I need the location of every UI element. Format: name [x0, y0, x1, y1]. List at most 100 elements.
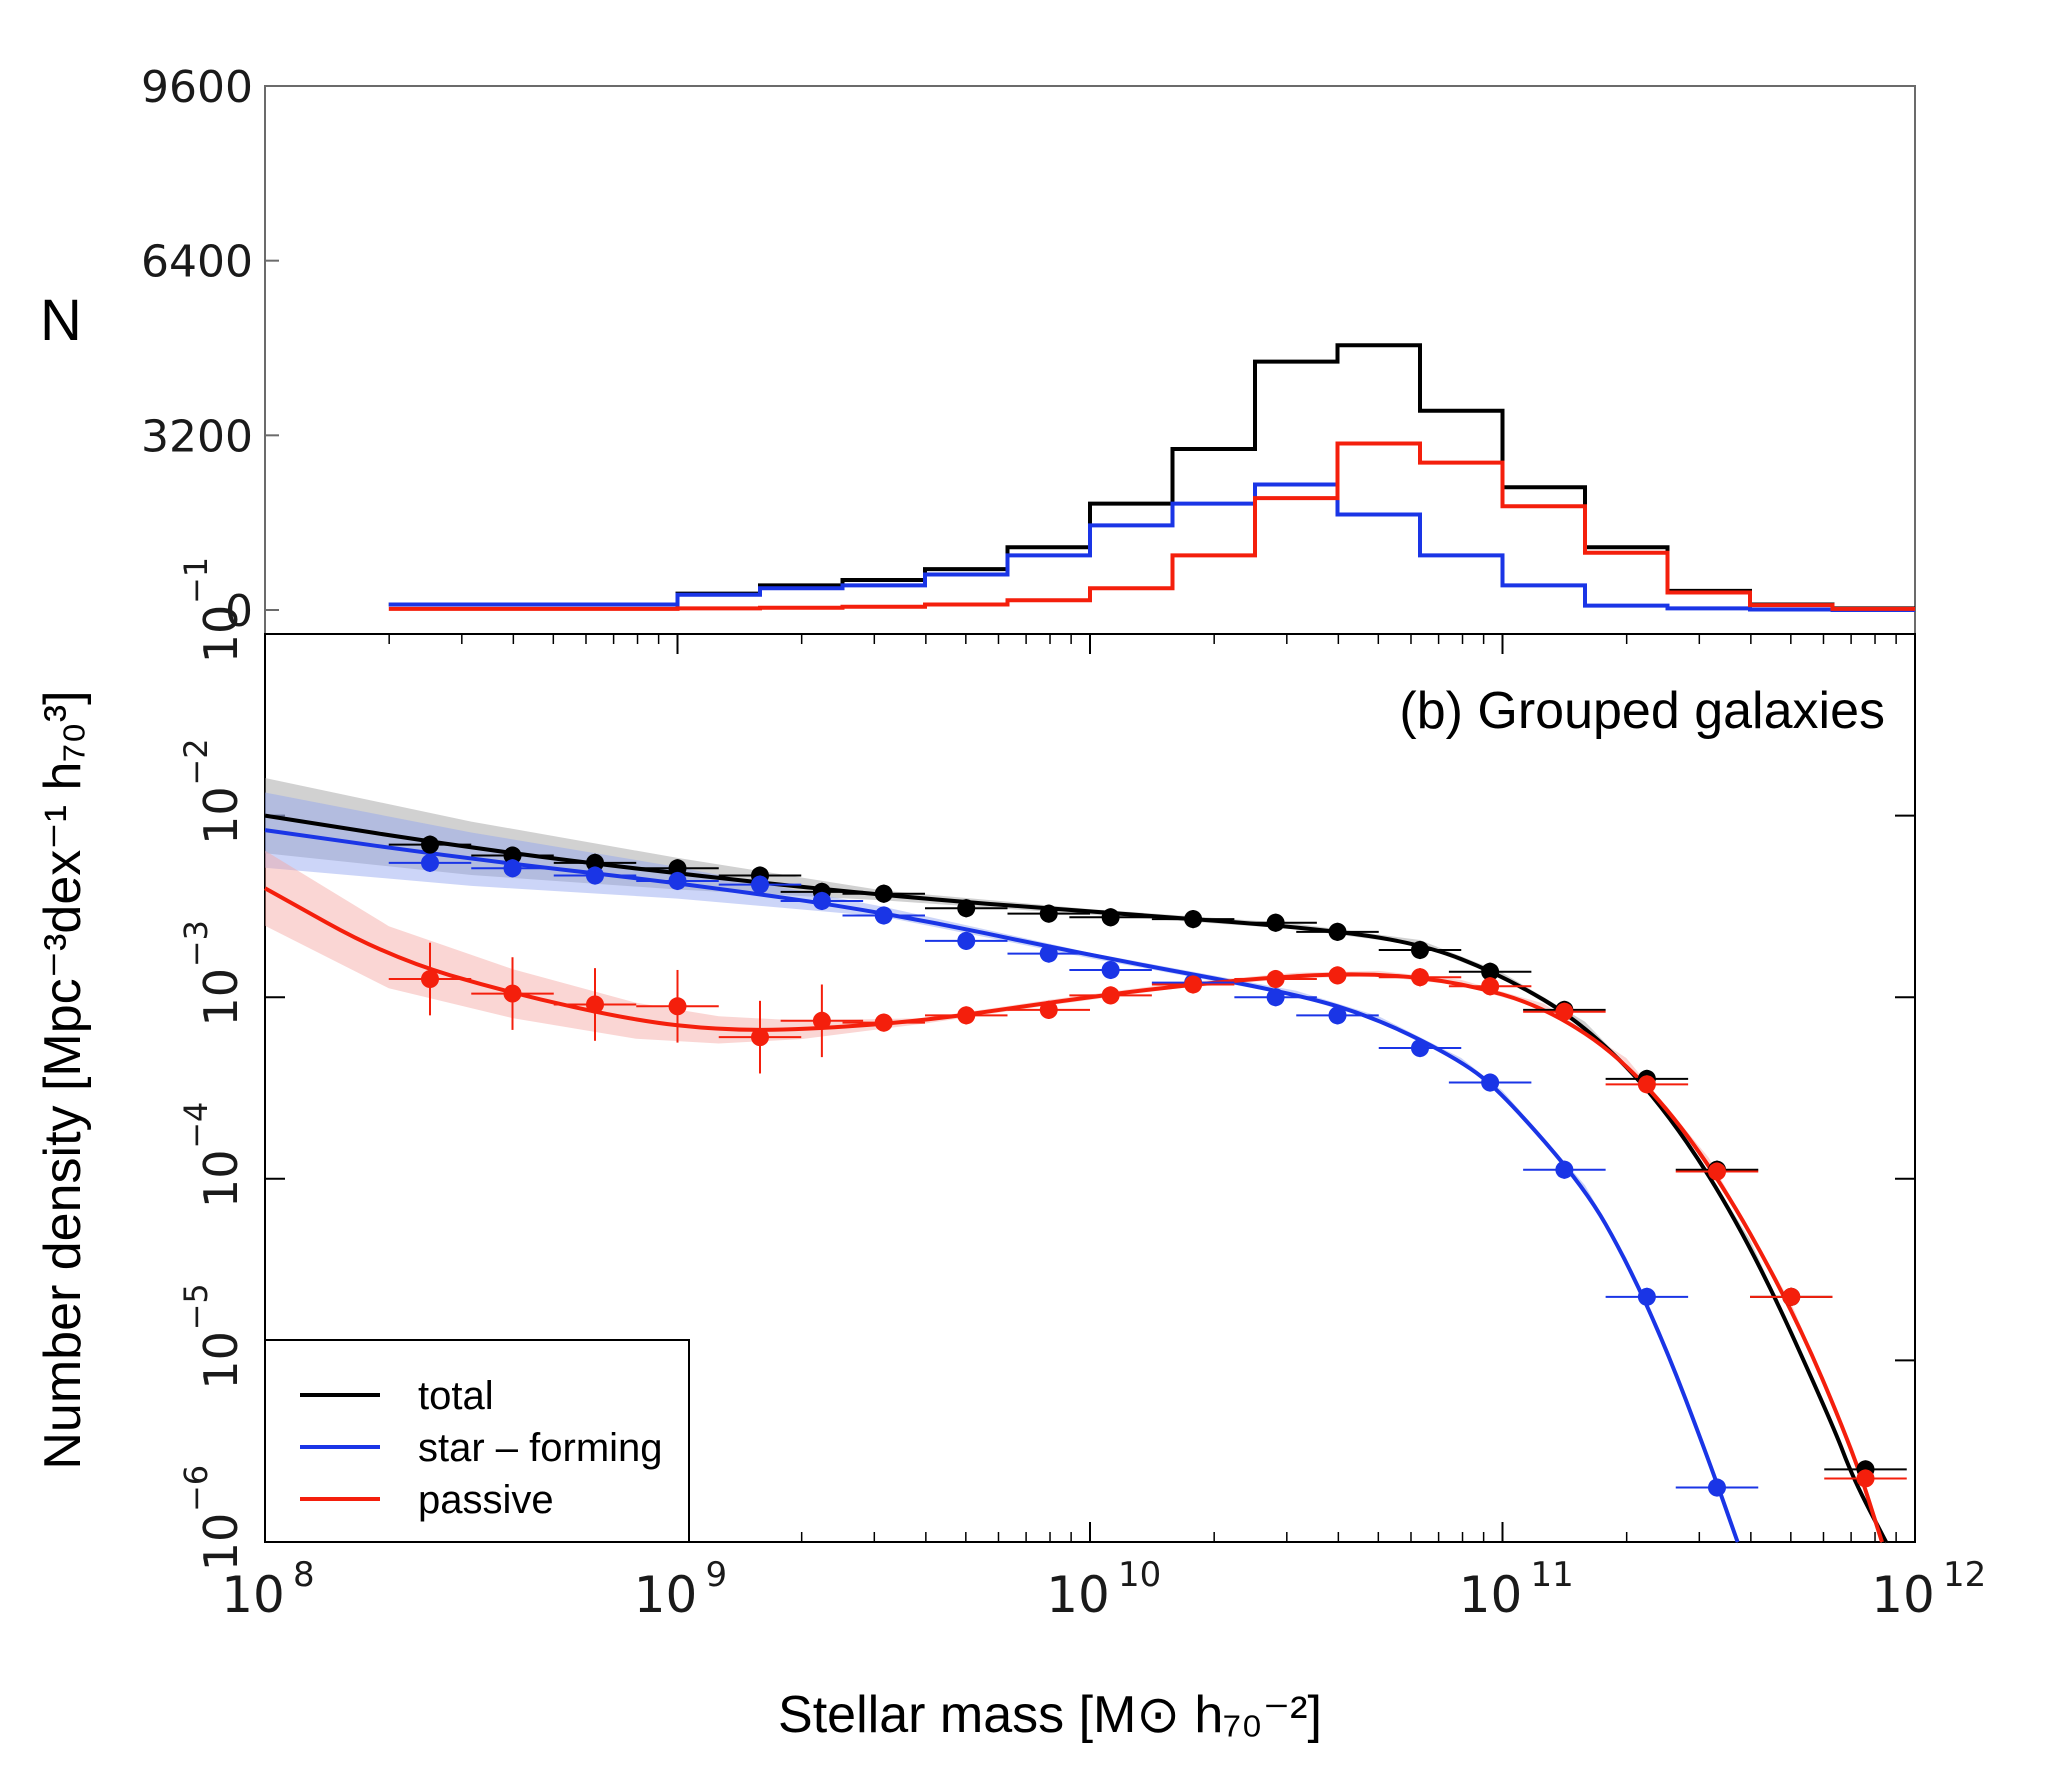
data-point	[1708, 1162, 1726, 1181]
y-tick-base: 10	[194, 1331, 248, 1390]
data-point	[1101, 960, 1120, 979]
y-tick-base: 10	[194, 605, 248, 664]
histogram-y-label: N	[40, 288, 82, 353]
y-tick-label: 10−5	[177, 1283, 248, 1389]
data-point	[874, 906, 893, 925]
y-axis-label: Number density [Mpc⁻³dex⁻¹ h₇₀³]	[34, 690, 92, 1469]
x-tick-exponent: 8	[293, 1555, 315, 1595]
x-tick-label: 10	[1871, 1566, 1935, 1624]
y-tick-exponent: −6	[177, 1465, 215, 1512]
y-tick-exponent: −5	[177, 1283, 215, 1330]
data-point	[1481, 1073, 1500, 1092]
data-point	[1266, 913, 1285, 932]
y-tick-base: 10	[194, 968, 248, 1027]
y-tick-exponent: −1	[177, 557, 215, 604]
data-point	[586, 866, 604, 885]
data-point	[668, 997, 687, 1016]
data-point	[1328, 922, 1347, 941]
y-tick-label: 10−4	[177, 1102, 248, 1208]
data-point	[1411, 940, 1429, 959]
histogram-y-tick-label: 6400	[141, 237, 253, 288]
histogram-y-tick-label: 0	[225, 586, 253, 637]
x-axis-ticks: 10 8 10 9 10 10 10 11 10 12	[221, 634, 1986, 1624]
x-tick-exponent: 10	[1118, 1555, 1161, 1595]
histogram-panel: 0 3200 6400 9600 N	[40, 62, 1916, 637]
x-tick-label: 10	[634, 1566, 698, 1624]
data-point	[1039, 944, 1058, 963]
data-point	[1782, 1287, 1801, 1306]
x-tick-exponent: 9	[706, 1555, 728, 1595]
y-tick-base: 10	[194, 786, 248, 845]
data-point	[1637, 1287, 1656, 1306]
x-tick-exponent: 11	[1531, 1555, 1574, 1595]
data-point	[503, 846, 522, 865]
mass-function-panel: 10 8 10 9 10 10 10 11 10 12 10−610−510−410−310−21…	[34, 557, 1986, 1744]
legend-label: passive	[418, 1478, 554, 1522]
data-point	[812, 891, 831, 910]
data-point	[668, 859, 687, 878]
y-tick-label: 10−3	[177, 920, 248, 1026]
y-tick-base: 10	[194, 1513, 248, 1572]
histogram-step-passive	[388, 441, 1915, 611]
y-tick-label: 10−1	[177, 557, 248, 663]
data-point	[1637, 1075, 1656, 1094]
data-point	[957, 899, 976, 918]
data-point	[586, 853, 604, 872]
x-axis-label: Stellar mass [M⊙ h₇₀⁻²]	[778, 1686, 1322, 1744]
data-point	[1101, 986, 1120, 1005]
y-tick-label: 10−2	[177, 738, 248, 844]
fit-curve	[264, 886, 1884, 1543]
data-point	[957, 1006, 976, 1025]
data-point	[1266, 970, 1285, 989]
fit-curve	[264, 828, 1740, 1543]
data-point	[812, 1011, 831, 1030]
data-point	[1555, 1160, 1574, 1179]
x-tick-label: 10	[221, 1566, 285, 1624]
y-tick-label: 10−6	[177, 1465, 248, 1571]
x-tick-exponent: 12	[1943, 1555, 1986, 1595]
data-point	[1266, 988, 1285, 1007]
data-point	[1708, 1478, 1726, 1497]
histogram-y-tick-label: 3200	[141, 411, 253, 462]
histogram-y-tick-label: 9600	[141, 62, 253, 113]
data-point	[1184, 975, 1203, 994]
data-point	[1481, 977, 1500, 996]
data-point	[751, 875, 769, 894]
data-point	[1411, 1039, 1429, 1058]
legend-box	[264, 1339, 690, 1543]
data-point	[1101, 908, 1120, 927]
data-point	[503, 984, 522, 1003]
histogram-step-total	[388, 343, 1915, 611]
y-axis-ticks: 10−610−510−410−310−210−1	[177, 557, 1915, 1571]
data-point	[957, 931, 976, 950]
data-point	[421, 970, 439, 989]
y-tick-exponent: −4	[177, 1102, 215, 1149]
mass-function-series	[264, 778, 1907, 1545]
fit-band	[265, 792, 1738, 1545]
data-point	[1328, 966, 1347, 985]
x-tick-label: 10	[1046, 1566, 1110, 1624]
histogram-series	[388, 343, 1915, 612]
data-point	[1856, 1469, 1875, 1488]
y-tick-base: 10	[194, 1150, 248, 1209]
legend: total star – forming passive	[264, 1339, 690, 1543]
data-point	[1039, 1000, 1058, 1019]
histogram-y-ticks: 0 3200 6400 9600	[141, 62, 279, 637]
data-point	[668, 871, 687, 890]
x-tick-label: 10	[1459, 1566, 1523, 1624]
data-point	[1481, 962, 1500, 981]
data-point	[1184, 910, 1203, 929]
data-point	[421, 835, 439, 854]
data-point	[421, 853, 439, 872]
data-point	[1328, 1006, 1347, 1025]
legend-label: star – forming	[418, 1426, 663, 1470]
data-point	[1039, 904, 1058, 923]
panel-title: (b) Grouped galaxies	[1399, 682, 1885, 740]
data-point	[503, 859, 522, 878]
data-point	[874, 884, 893, 903]
legend-label: total	[418, 1374, 494, 1418]
data-point	[1555, 1002, 1574, 1021]
data-point	[1411, 968, 1429, 987]
y-tick-exponent: −2	[177, 738, 215, 785]
